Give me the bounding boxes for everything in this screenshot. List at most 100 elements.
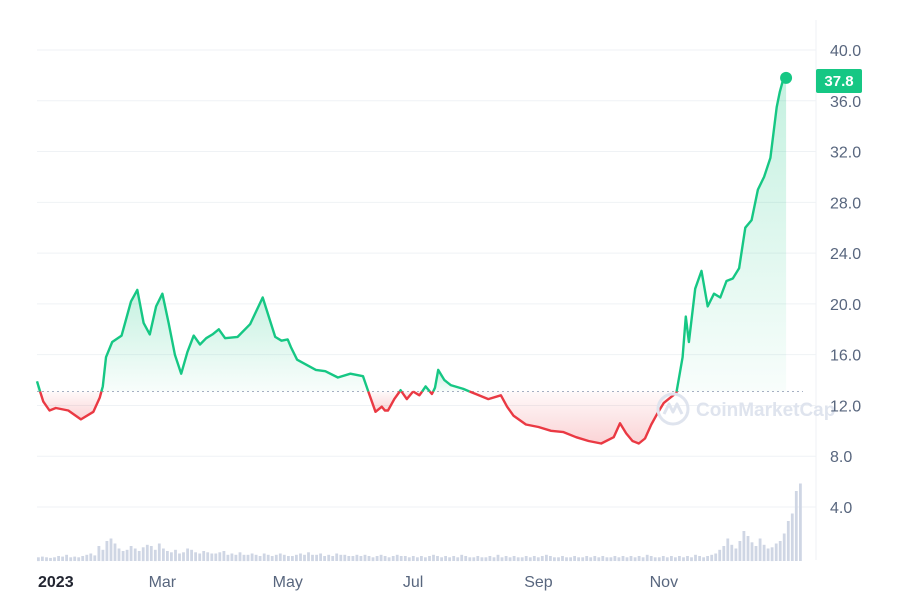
volume-bar (573, 556, 576, 561)
volume-bar (653, 557, 657, 562)
volume-bar (355, 554, 359, 562)
volume-bar (734, 548, 738, 561)
volume-bar (137, 551, 141, 561)
volume-bar (528, 557, 532, 562)
volume-bar (262, 553, 266, 561)
volume-bar (335, 553, 339, 561)
volume-bar (387, 557, 391, 562)
last-price-label: 37.8 (824, 73, 853, 90)
volume-bar (407, 557, 411, 562)
volume-bar (258, 556, 262, 561)
volume-bar (222, 551, 226, 561)
line-up-segment (35, 380, 42, 392)
volume-bar (129, 546, 133, 561)
volume-bar (460, 554, 464, 562)
volume-bar (379, 554, 383, 562)
volume-bar (508, 557, 512, 562)
volume-bar (706, 556, 709, 561)
volume-bar (726, 538, 730, 561)
volume-bar (613, 556, 617, 561)
volume-bar (520, 557, 524, 562)
volume-bar (645, 554, 649, 562)
volume-bar (291, 556, 294, 561)
line-down-segment (38, 391, 103, 421)
volume-bar (395, 554, 399, 562)
volume-bar (569, 557, 572, 562)
volume-bar (359, 556, 363, 561)
y-axis-ticks: 4.0 8.0 12.0 16.0 20.0 24.0 28.0 32.0 36.0 40.0 (830, 43, 861, 517)
volume-bar (105, 541, 109, 561)
volume-bar (250, 553, 254, 561)
y-tick-label: 24.0 (830, 246, 861, 263)
volume-bar (694, 554, 697, 562)
watermark-text: CoinMarketCap (696, 400, 835, 421)
y-tick-label: 16.0 (830, 348, 861, 365)
volume-bar (641, 557, 645, 562)
y-tick-label: 12.0 (830, 398, 861, 415)
line-down-segment (400, 390, 415, 401)
volume-bar (504, 556, 508, 561)
volume-bar (190, 549, 193, 562)
volume-bar (311, 554, 314, 562)
volume-bar (331, 556, 335, 561)
volume-bar (496, 554, 500, 562)
volume-bar (440, 557, 443, 562)
volume-bar (278, 553, 282, 561)
volume-bar (93, 555, 97, 561)
volume-bar (37, 557, 40, 562)
volume-bar (270, 556, 274, 561)
volume-bar (770, 547, 774, 562)
volume-bar (730, 544, 734, 562)
volume-bar (565, 557, 568, 562)
volume-bar (210, 553, 214, 561)
volume-bar (452, 556, 456, 561)
x-tick-label: Jul (403, 574, 423, 591)
volume-bar (194, 552, 197, 562)
volume-bars (37, 483, 802, 562)
volume-bar (202, 551, 206, 561)
volume-bar (61, 556, 64, 561)
volume-bar (166, 551, 169, 561)
volume-bar (670, 556, 673, 561)
volume-bar (674, 557, 677, 562)
volume-bar (282, 554, 286, 562)
volume-bar (766, 548, 770, 561)
volume-bar (581, 557, 585, 562)
line-down-segment (367, 390, 401, 413)
volume-bar (589, 557, 593, 562)
volume-bar (738, 541, 742, 561)
volume-bar (605, 557, 609, 562)
x-tick-label: May (273, 574, 303, 591)
volume-bar (432, 554, 435, 562)
volume-bar (516, 557, 520, 562)
volume-bar (464, 556, 468, 561)
volume-bar (492, 557, 496, 562)
volume-bar (77, 557, 81, 562)
line-up-segment (675, 76, 787, 392)
volume-bar (391, 556, 395, 561)
volume-bar (97, 546, 101, 561)
volume-bar (754, 546, 758, 561)
volume-bar (436, 556, 439, 561)
volume-bar (476, 556, 480, 561)
volume-bar (170, 552, 173, 562)
volume-bar (629, 556, 633, 561)
coinmarketcap-logo-icon (656, 392, 690, 426)
volume-bar (141, 547, 145, 562)
y-tick-label: 36.0 (830, 94, 861, 111)
volume-bar (585, 556, 589, 561)
volume-bar (601, 556, 605, 561)
volume-bar (512, 556, 516, 561)
coinmarketcap-watermark: CoinMarketCap (656, 392, 835, 426)
volume-bar (553, 557, 556, 562)
volume-bar (561, 556, 564, 561)
volume-bar (153, 549, 157, 562)
volume-bar (230, 553, 234, 561)
volume-bar (782, 533, 786, 561)
volume-bar (762, 544, 766, 562)
volume-bar (246, 554, 250, 562)
line-up-segment (432, 368, 470, 393)
volume-bar (113, 543, 117, 561)
